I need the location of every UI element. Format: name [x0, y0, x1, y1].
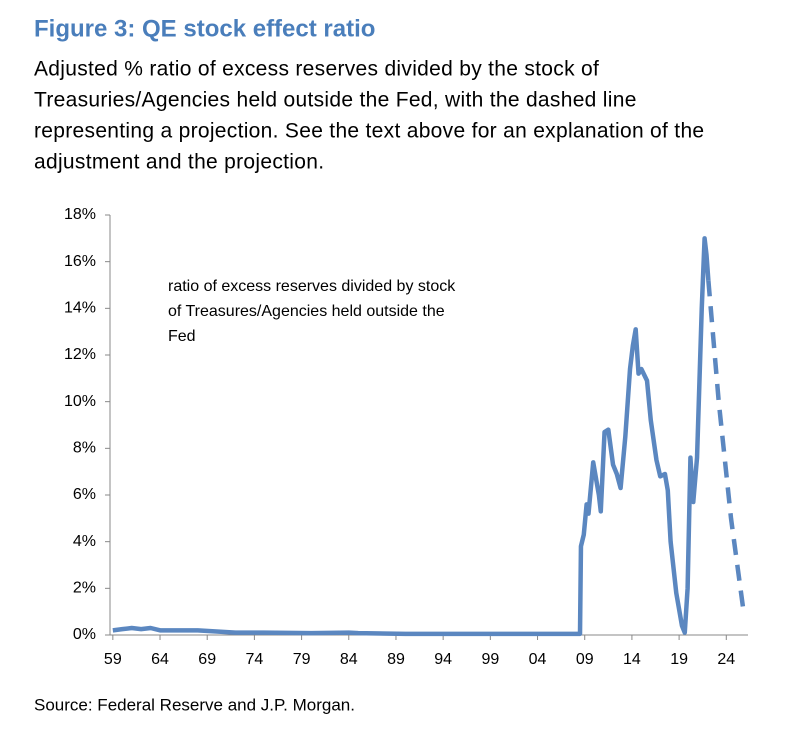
- y-tick-label: 2%: [73, 580, 96, 597]
- annotation: Fed: [168, 328, 196, 345]
- y-tick-label: 12%: [64, 346, 96, 363]
- x-tick-label: 04: [529, 651, 547, 668]
- y-tick-label: 10%: [64, 393, 96, 410]
- x-tick-label: 69: [198, 651, 216, 668]
- source: Source: Federal Reserve and J.P. Morgan.: [34, 695, 355, 714]
- subtitle: Treasuries/Agencies held outside the Fed…: [34, 89, 637, 112]
- y-tick-label: 14%: [64, 300, 96, 317]
- x-tick-label: 24: [717, 651, 735, 668]
- subtitle: Adjusted % ratio of excess reserves divi…: [34, 58, 599, 81]
- annotation: ratio of excess reserves divided by stoc…: [168, 278, 456, 295]
- y-tick-label: 0%: [73, 626, 96, 643]
- subtitle: adjustment and the projection.: [34, 151, 324, 174]
- x-tick-label: 79: [293, 651, 311, 668]
- x-tick-label: 99: [481, 651, 499, 668]
- x-tick-label: 84: [340, 651, 358, 668]
- x-tick-label: 19: [670, 651, 688, 668]
- x-tick-label: 74: [246, 651, 264, 668]
- x-tick-label: 59: [104, 651, 122, 668]
- projection-line: [706, 280, 747, 617]
- x-tick-label: 89: [387, 651, 405, 668]
- annotation: of Treasures/Agencies held outside the: [168, 303, 445, 320]
- x-tick-label: 64: [151, 651, 169, 668]
- y-tick-label: 18%: [64, 206, 96, 223]
- x-tick-label: 14: [623, 651, 641, 668]
- y-tick-label: 4%: [73, 533, 96, 550]
- x-tick-label: 09: [576, 651, 594, 668]
- y-tick-label: 6%: [73, 486, 96, 503]
- data-line: [112, 236, 711, 637]
- subtitle: representing a projection. See the text …: [34, 120, 704, 143]
- y-tick-label: 16%: [64, 253, 96, 270]
- chart-title: Figure 3: QE stock effect ratio: [34, 15, 375, 42]
- y-tick-label: 8%: [73, 440, 96, 457]
- x-tick-label: 94: [434, 651, 452, 668]
